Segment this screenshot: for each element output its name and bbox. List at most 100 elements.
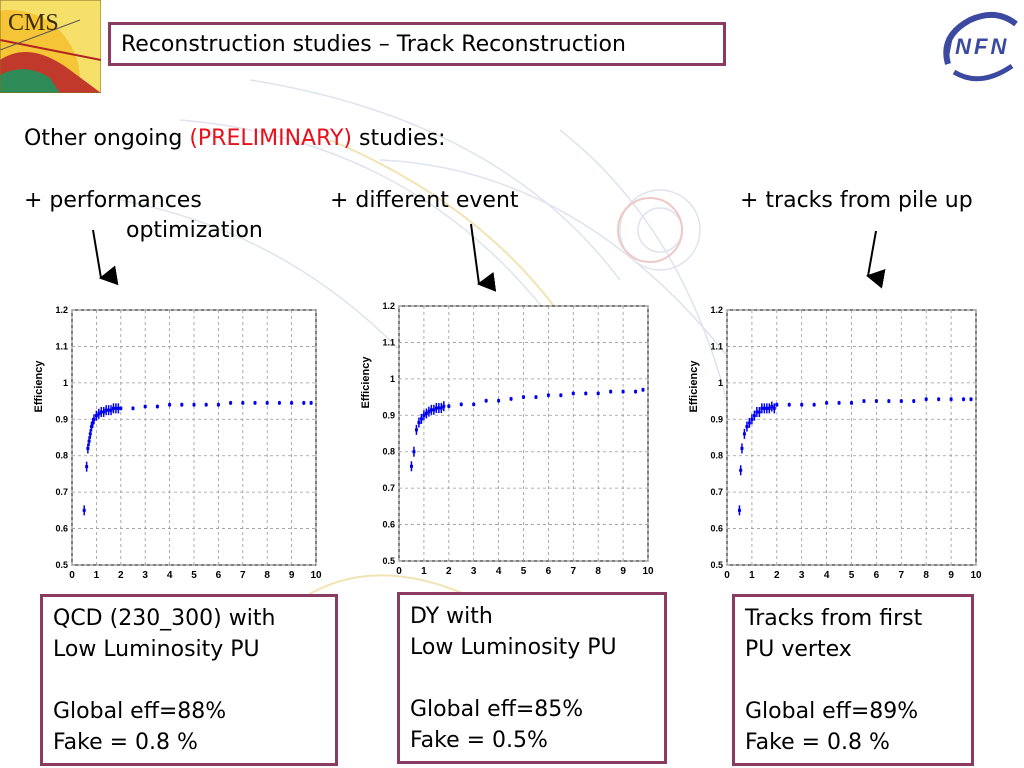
x-tick-label: 8: [595, 566, 601, 577]
x-tick-label: 3: [799, 570, 805, 581]
x-tick-label: 1: [749, 570, 755, 581]
data-point: [107, 408, 111, 412]
y-tick-label: 1: [718, 378, 723, 388]
x-tick-label: 4: [167, 570, 173, 581]
caption-line: Global eff=85%: [410, 697, 584, 722]
data-point: [409, 464, 413, 468]
caption-line: Fake = 0.8 %: [53, 730, 198, 755]
data-point: [447, 404, 451, 408]
data-point: [472, 402, 476, 406]
x-tick-label: 0: [396, 566, 402, 577]
intro-prefix: Other ongoing: [24, 126, 190, 151]
data-point: [302, 401, 306, 405]
x-tick-label: 10: [310, 570, 322, 581]
data-point: [641, 388, 645, 392]
y-tick-label: 1.1: [382, 337, 395, 347]
data-point: [621, 390, 625, 394]
y-tick-label: 1.1: [710, 341, 723, 351]
caption-line: Global eff=88%: [53, 699, 227, 724]
data-point: [143, 405, 147, 409]
x-tick-label: 4: [496, 566, 502, 577]
x-tick-label: 8: [264, 570, 270, 581]
data-point: [584, 391, 588, 395]
data-point: [755, 410, 759, 414]
data-point: [740, 446, 744, 450]
data-point: [99, 410, 103, 414]
data-point: [116, 406, 120, 410]
data-point: [634, 390, 638, 394]
data-point: [484, 399, 488, 403]
x-tick-label: 2: [446, 566, 452, 577]
y-tick-label: 0.5: [382, 556, 395, 566]
data-point: [546, 393, 550, 397]
x-tick-label: 4: [824, 570, 830, 581]
data-point: [825, 401, 829, 405]
caption-line: QCD (230_300) with: [53, 606, 276, 631]
item-pile-up: + tracks from pile up: [740, 188, 973, 213]
data-point: [765, 406, 769, 410]
data-point: [837, 401, 841, 405]
data-point: [277, 401, 281, 405]
data-point: [119, 406, 123, 410]
x-tick-label: 9: [289, 570, 295, 581]
data-point: [434, 406, 438, 410]
item-performances: + performances: [24, 188, 202, 213]
data-point: [775, 403, 779, 407]
data-point: [937, 397, 941, 401]
data-point: [509, 397, 513, 401]
caption-line: Global eff=89%: [745, 699, 919, 724]
y-axis-label: Efficiency: [33, 360, 45, 413]
data-point: [290, 401, 294, 405]
preliminary-label: (PRELIMINARY): [189, 126, 352, 151]
x-tick-label: 10: [970, 570, 982, 581]
data-point: [609, 390, 613, 394]
y-tick-label: 0.7: [55, 487, 68, 497]
y-tick-label: 0.5: [710, 560, 723, 570]
cms-logo-text: CMS: [8, 10, 59, 36]
data-point: [109, 408, 113, 412]
data-point: [424, 411, 428, 415]
data-point: [949, 397, 953, 401]
data-point: [760, 406, 764, 410]
data-point: [437, 406, 441, 410]
data-point: [571, 391, 575, 395]
data-point: [180, 403, 184, 407]
infn-logo: INFN: [930, 6, 1022, 86]
caption-line: Fake = 0.8 %: [745, 730, 890, 755]
data-point: [309, 401, 313, 405]
data-point: [265, 401, 269, 405]
x-tick-label: 0: [69, 570, 75, 581]
y-tick-label: 0.7: [382, 483, 395, 493]
y-tick-label: 0.9: [382, 410, 395, 420]
y-tick-label: 1: [390, 374, 395, 384]
data-point: [104, 408, 108, 412]
x-tick-label: 2: [774, 570, 780, 581]
data-point: [762, 406, 766, 410]
data-point: [155, 405, 159, 409]
data-point: [969, 397, 973, 401]
x-tick-label: 7: [240, 570, 246, 581]
data-point: [216, 403, 220, 407]
item-performances-line2: optimization: [126, 218, 263, 243]
y-tick-label: 1: [63, 378, 68, 388]
x-tick-label: 5: [849, 570, 855, 581]
data-point: [737, 508, 741, 512]
data-point: [432, 408, 436, 412]
data-point: [534, 395, 538, 399]
arrow-3: [866, 230, 886, 289]
arrows-layer: [92, 223, 886, 292]
caption-line: Low Luminosity PU: [410, 635, 617, 660]
data-point: [812, 403, 816, 407]
x-tick-label: 1: [94, 570, 100, 581]
data-point: [752, 414, 756, 418]
data-point: [192, 403, 196, 407]
data-point: [229, 401, 233, 405]
caption-line: [745, 665, 961, 696]
data-point: [427, 410, 431, 414]
data-point: [419, 417, 423, 421]
slide-title: Reconstruction studies – Track Reconstru…: [121, 31, 626, 57]
data-point: [86, 446, 90, 450]
data-point: [912, 399, 916, 403]
y-tick-label: 0.9: [710, 414, 723, 424]
x-tick-label: 8: [923, 570, 929, 581]
